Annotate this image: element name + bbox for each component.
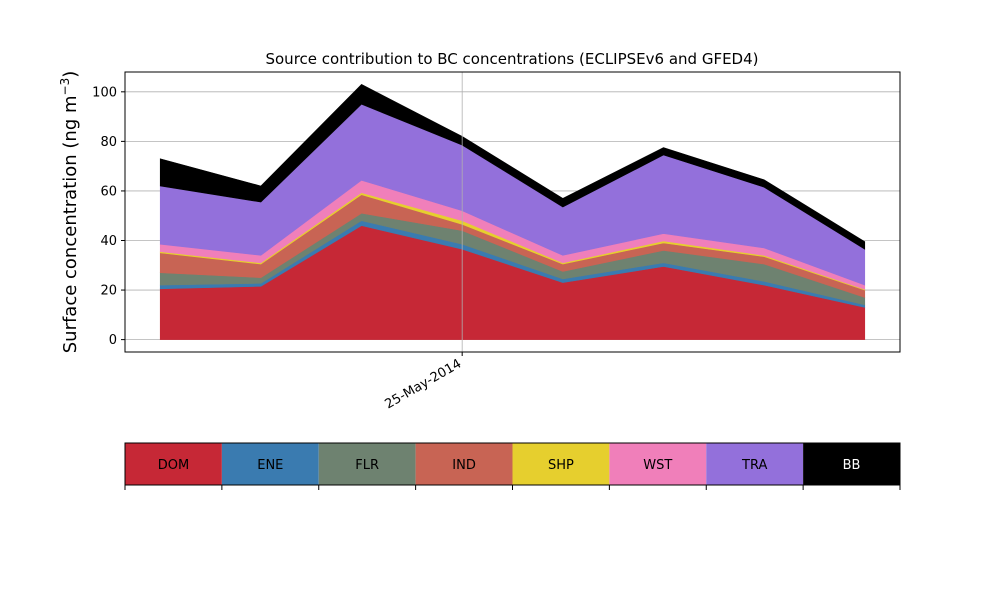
legend-label-tra: TRA bbox=[741, 458, 767, 473]
chart-title: Source contribution to BC concentrations… bbox=[265, 50, 758, 68]
plot-frame bbox=[124, 71, 901, 353]
y-axis-label-exponent: −3 bbox=[58, 78, 72, 96]
legend-swatch-dom bbox=[125, 443, 222, 485]
legend-swatch-wst bbox=[609, 443, 707, 485]
y-tick-label: 20 bbox=[100, 284, 117, 299]
area-series bbox=[159, 84, 866, 340]
x-tick-label: 25-May-2014 bbox=[382, 356, 464, 412]
legend-label-dom: DOM bbox=[158, 458, 189, 473]
legend-swatch-flr bbox=[318, 443, 416, 485]
legend-label-wst: WST bbox=[643, 458, 672, 473]
y-tick-label: 60 bbox=[100, 184, 117, 199]
legend-label-ind: IND bbox=[452, 458, 476, 473]
y-tick-label: 40 bbox=[100, 234, 117, 249]
y-axis-ticks: 0 20 40 60 80 100 bbox=[92, 85, 125, 348]
y-tick-label: 100 bbox=[92, 85, 117, 100]
legend-label-flr: FLR bbox=[355, 458, 379, 473]
x-axis-ticks: 25-May-2014 bbox=[382, 352, 464, 412]
legend-swatch-bb bbox=[803, 443, 900, 485]
y-tick-label: 0 bbox=[109, 333, 117, 348]
y-axis-label-text: Surface concentration (ng m bbox=[60, 95, 81, 353]
legend-label-ene: ENE bbox=[257, 458, 283, 473]
legend-swatch-shp bbox=[512, 443, 610, 485]
legend-frame bbox=[124, 442, 901, 486]
legend-swatch-ind bbox=[415, 443, 513, 485]
legend-swatch-tra bbox=[706, 443, 804, 485]
legend-label-bb: BB bbox=[843, 458, 861, 473]
area-bb bbox=[159, 84, 866, 250]
legend-label-shp: SHP bbox=[548, 458, 574, 473]
y-tick-label: 80 bbox=[100, 135, 117, 150]
color-legend: DOM ENE FLR IND SHP WST TRA BB bbox=[124, 442, 901, 490]
y-axis-label-suffix: ) bbox=[60, 71, 81, 78]
legend-swatch-ene bbox=[221, 443, 319, 485]
y-axis-label: Surface concentration (ng m−3) bbox=[58, 71, 81, 354]
